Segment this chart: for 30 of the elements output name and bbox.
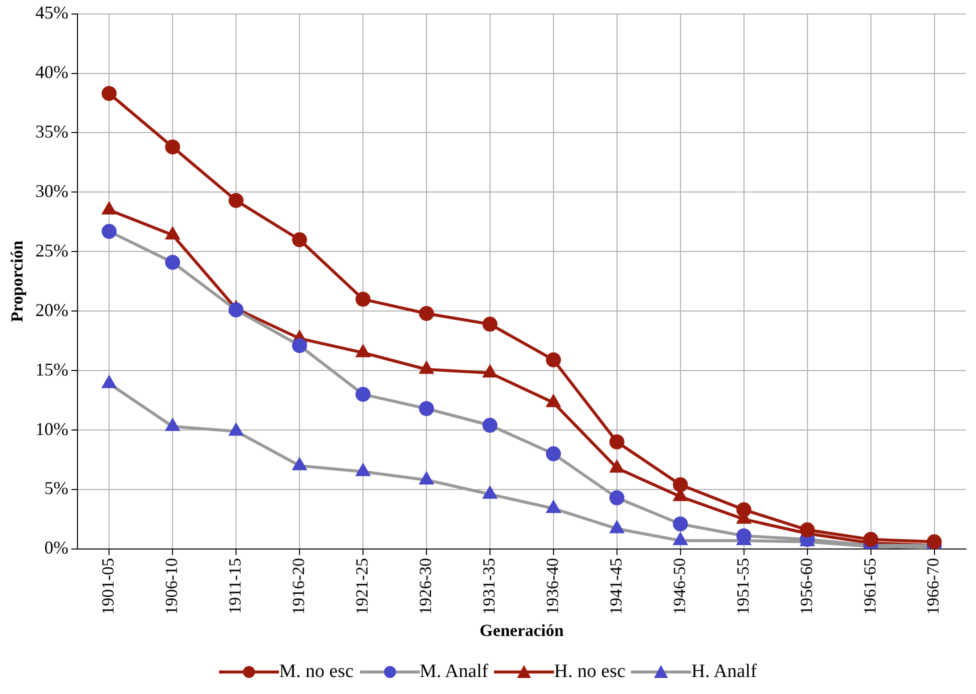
legend-label: H. Analf [691,661,757,683]
y-tick-label: 10% [35,418,68,439]
x-tick-label: 1936-40 [542,558,562,615]
x-tick-label: 1901-05 [98,558,118,615]
y-tick-label: 0% [44,538,68,558]
legend-label: M. no esc [279,661,354,683]
y-tick-label: 30% [35,180,68,201]
y-tick-label: 25% [35,240,68,260]
y-tick-label: 20% [35,300,68,320]
y-tick-label: 35% [35,121,68,142]
y-tick-label: 5% [44,478,68,498]
x-tick-label: 1966-70 [924,558,943,615]
x-tick-label: 1916-20 [289,558,308,615]
x-axis-title: Generación [480,621,564,640]
x-tick-label: 1911-15 [226,558,245,614]
y-axis-title: Proporción [8,240,27,322]
x-tick-label: 1931-35 [479,558,498,615]
x-tick-label: 1951-55 [733,558,752,615]
y-tick-label: 45% [35,2,68,23]
x-tick-label: 1956-60 [796,558,816,615]
legend-label: H. no esc [554,661,626,683]
x-tick-label: 1921-25 [352,558,372,615]
y-tick-label: 15% [35,359,68,380]
x-tick-label: 1926-30 [416,558,435,615]
legend-label: M. Analf [420,661,488,683]
x-tick-label: 1906-10 [162,558,182,615]
y-tick-label: 40% [35,62,68,82]
x-tick-label: 1961-65 [860,558,880,615]
x-tick-label: 1941-45 [606,558,626,615]
x-tick-label: 1946-50 [670,558,689,615]
